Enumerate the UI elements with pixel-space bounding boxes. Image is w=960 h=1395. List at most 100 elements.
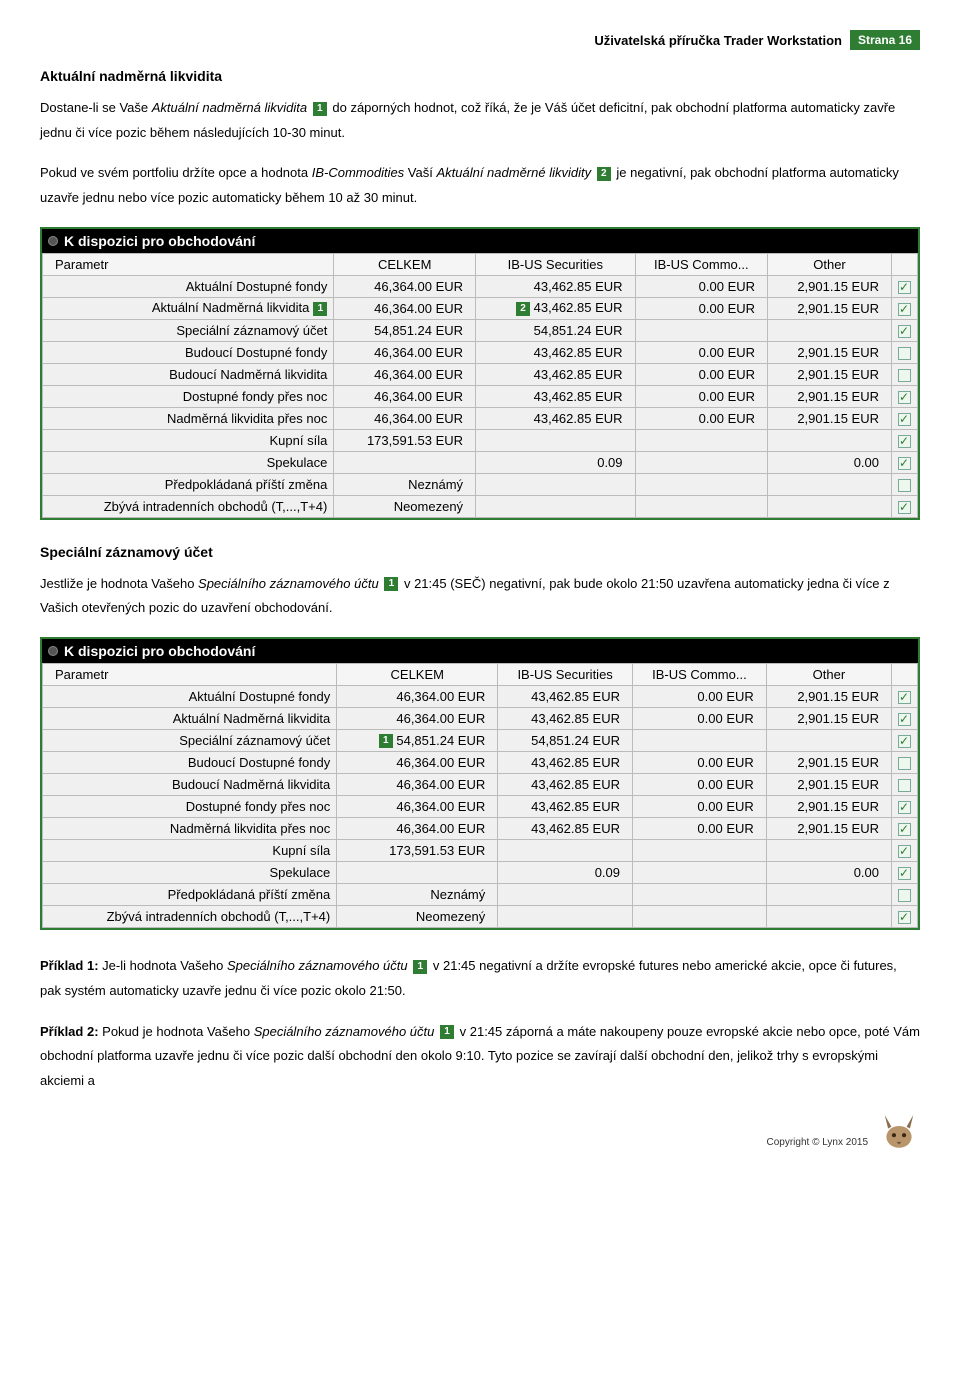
row-checkbox[interactable]	[898, 713, 911, 726]
cell-total: 46,364.00 EUR	[334, 341, 476, 363]
cell-other: 2,901.15 EUR	[768, 297, 892, 319]
cell-commodities	[633, 906, 767, 928]
cell-securities: 43,462.85 EUR	[498, 818, 633, 840]
cell-check	[892, 752, 918, 774]
cell-other	[768, 319, 892, 341]
table-row: Budoucí Nadměrná likvidita46,364.00 EUR4…	[43, 774, 918, 796]
row-checkbox[interactable]	[898, 501, 911, 514]
row-label: Spekulace	[43, 451, 334, 473]
row-checkbox[interactable]	[898, 691, 911, 704]
column-header	[892, 664, 918, 686]
cell-commodities	[635, 473, 768, 495]
table-row: Dostupné fondy přes noc46,364.00 EUR43,4…	[43, 796, 918, 818]
table-row: Nadměrná likvidita přes noc46,364.00 EUR…	[43, 407, 918, 429]
cell-check	[892, 774, 918, 796]
cell-other	[766, 840, 891, 862]
column-header: Other	[766, 664, 891, 686]
page-header: Uživatelská příručka Trader Workstation …	[40, 30, 920, 50]
trading-table-2: K dispozici pro obchodování ParametrCELK…	[40, 637, 920, 930]
cell-securities: 43,462.85 EUR	[476, 341, 635, 363]
cell-commodities: 0.00 EUR	[633, 708, 767, 730]
row-checkbox[interactable]	[898, 369, 911, 382]
row-label: Nadměrná likvidita přes noc	[43, 818, 337, 840]
row-checkbox[interactable]	[898, 779, 911, 792]
expand-icon[interactable]	[48, 646, 58, 656]
row-checkbox[interactable]	[898, 325, 911, 338]
cell-other	[768, 429, 892, 451]
section-heading-liquidity: Aktuální nadměrná likvidita	[40, 68, 920, 84]
row-checkbox[interactable]	[898, 347, 911, 360]
section-heading-sma: Speciální záznamový účet	[40, 544, 920, 560]
row-label: Speciální záznamový účet	[43, 730, 337, 752]
table-row: Speciální záznamový účet54,851.24 EUR54,…	[43, 319, 918, 341]
page-number-badge: Strana 16	[850, 30, 920, 50]
footnote-badge-1: 1	[313, 102, 327, 116]
cell-total: 46,364.00 EUR	[334, 297, 476, 319]
cell-securities: 43,462.85 EUR	[476, 385, 635, 407]
row-label: Kupní síla	[43, 429, 334, 451]
table-row: Spekulace0.090.00	[43, 862, 918, 884]
cell-commodities: 0.00 EUR	[633, 686, 767, 708]
cell-commodities	[633, 840, 767, 862]
table-row: Budoucí Dostupné fondy46,364.00 EUR43,46…	[43, 752, 918, 774]
cell-other: 2,901.15 EUR	[766, 708, 891, 730]
row-label: Nadměrná likvidita přes noc	[43, 407, 334, 429]
row-checkbox[interactable]	[898, 757, 911, 770]
cell-other	[768, 473, 892, 495]
cell-other: 2,901.15 EUR	[766, 818, 891, 840]
row-checkbox[interactable]	[898, 303, 911, 316]
cell-badge: 2	[516, 302, 530, 316]
column-header: IB-US Commo...	[633, 664, 767, 686]
row-checkbox[interactable]	[898, 735, 911, 748]
cell-check	[892, 297, 918, 319]
row-checkbox[interactable]	[898, 281, 911, 294]
table-row: Kupní síla173,591.53 EUR	[43, 429, 918, 451]
row-checkbox[interactable]	[898, 413, 911, 426]
cell-total	[337, 862, 498, 884]
row-checkbox[interactable]	[898, 911, 911, 924]
row-label: Speciální záznamový účet	[43, 319, 334, 341]
row-checkbox[interactable]	[898, 391, 911, 404]
cell-total: 46,364.00 EUR	[337, 686, 498, 708]
cell-other: 2,901.15 EUR	[768, 385, 892, 407]
manual-title: Uživatelská příručka Trader Workstation	[594, 33, 842, 48]
cell-other	[766, 884, 891, 906]
table-row: Zbývá intradenních obchodů (T,...,T+4)Ne…	[43, 906, 918, 928]
cell-other: 2,901.15 EUR	[766, 752, 891, 774]
cell-securities: 43,462.85 EUR	[498, 708, 633, 730]
cell-securities: 43,462.85 EUR	[498, 686, 633, 708]
cell-commodities: 0.00 EUR	[633, 796, 767, 818]
row-checkbox[interactable]	[898, 457, 911, 470]
table-title-row: K dispozici pro obchodování	[42, 639, 918, 663]
cell-total: Neomezený	[337, 906, 498, 928]
row-label: Aktuální Nadměrná likvidita	[43, 708, 337, 730]
row-checkbox[interactable]	[898, 889, 911, 902]
cell-total: 1 54,851.24 EUR	[337, 730, 498, 752]
cell-total: 173,591.53 EUR	[334, 429, 476, 451]
row-checkbox[interactable]	[898, 867, 911, 880]
cell-commodities	[633, 730, 767, 752]
table-row: Aktuální Nadměrná likvidita146,364.00 EU…	[43, 297, 918, 319]
cell-total: 46,364.00 EUR	[337, 774, 498, 796]
cell-total: 46,364.00 EUR	[337, 752, 498, 774]
cell-badge: 1	[379, 734, 393, 748]
row-checkbox[interactable]	[898, 823, 911, 836]
cell-check	[892, 407, 918, 429]
cell-other: 2,901.15 EUR	[768, 363, 892, 385]
cell-securities: 43,462.85 EUR	[476, 407, 635, 429]
cell-total: 46,364.00 EUR	[334, 363, 476, 385]
row-label: Budoucí Dostupné fondy	[43, 341, 334, 363]
row-checkbox[interactable]	[898, 479, 911, 492]
cell-check	[892, 730, 918, 752]
cell-check	[892, 708, 918, 730]
row-checkbox[interactable]	[898, 845, 911, 858]
cell-commodities: 0.00 EUR	[635, 341, 768, 363]
cell-total: 46,364.00 EUR	[334, 385, 476, 407]
cell-total: 46,364.00 EUR	[334, 275, 476, 297]
table-row: Budoucí Dostupné fondy46,364.00 EUR43,46…	[43, 341, 918, 363]
row-checkbox[interactable]	[898, 435, 911, 448]
table-row: Aktuální Dostupné fondy46,364.00 EUR43,4…	[43, 275, 918, 297]
row-checkbox[interactable]	[898, 801, 911, 814]
expand-icon[interactable]	[48, 236, 58, 246]
cell-other: 2,901.15 EUR	[768, 275, 892, 297]
